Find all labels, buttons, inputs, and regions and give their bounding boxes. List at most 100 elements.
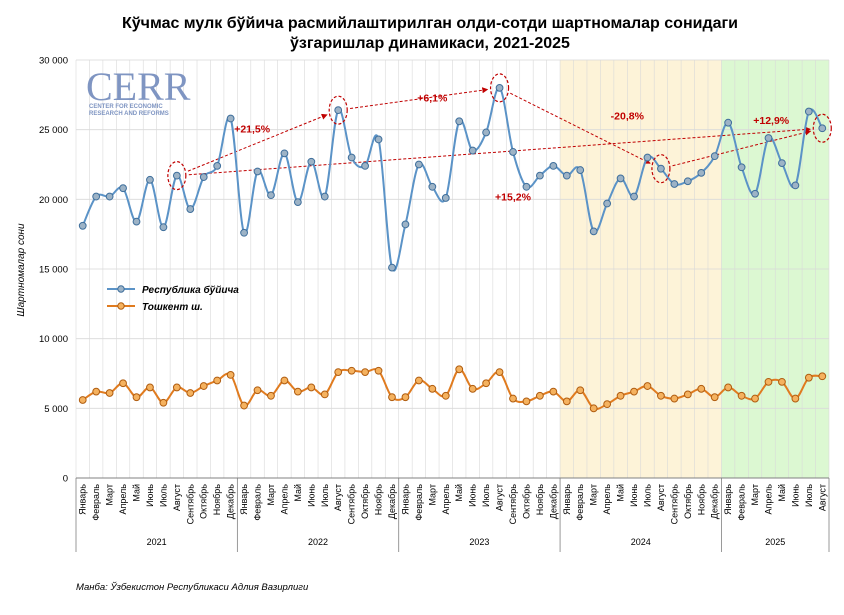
x-tick-label: Сентябрь bbox=[508, 484, 518, 525]
data-point bbox=[482, 379, 491, 388]
year-label: 2021 bbox=[147, 537, 167, 547]
data-point bbox=[132, 217, 141, 226]
chart-title-line2: ўзгаришлар динамикаси, 2021-2025 bbox=[290, 35, 570, 52]
data-point bbox=[509, 394, 517, 403]
trend-arrow-3 bbox=[672, 129, 812, 167]
data-point bbox=[683, 177, 692, 186]
data-point bbox=[159, 398, 168, 407]
logo-subtitle-1: CENTER FOR ECONOMIC bbox=[89, 104, 163, 110]
data-point bbox=[105, 389, 114, 397]
legend-label-republic: Республика бўйича bbox=[142, 284, 239, 296]
data-point bbox=[78, 221, 87, 230]
data-point bbox=[764, 134, 773, 142]
data-point bbox=[213, 376, 222, 385]
grid-lines bbox=[75, 59, 830, 479]
legend: Республика бўйича Тошкент ш. bbox=[107, 284, 239, 313]
annotation-label: +6,1% bbox=[417, 93, 448, 105]
x-tick-label: Май bbox=[454, 484, 464, 502]
x-tick-label: Июнь bbox=[790, 484, 800, 507]
x-tick-label: Июль bbox=[804, 484, 814, 507]
data-point bbox=[374, 366, 383, 375]
data-point bbox=[92, 387, 101, 396]
data-point bbox=[522, 397, 531, 406]
x-tick-label: Апрель bbox=[441, 484, 451, 515]
data-point bbox=[347, 153, 356, 162]
data-point bbox=[509, 148, 517, 156]
data-point bbox=[199, 382, 208, 390]
annotation-label: +21,5% bbox=[234, 123, 271, 135]
data-point bbox=[428, 384, 437, 393]
x-tick-label: Февраль bbox=[737, 484, 747, 521]
data-point bbox=[576, 166, 585, 174]
data-point bbox=[146, 175, 154, 184]
data-point bbox=[616, 174, 625, 183]
data-point bbox=[361, 161, 369, 170]
data-point bbox=[240, 228, 248, 237]
x-tick-label: Октябрь bbox=[683, 484, 693, 519]
data-point bbox=[320, 390, 329, 399]
data-point bbox=[293, 387, 302, 396]
x-tick-label: Июль bbox=[481, 484, 491, 507]
source-note: Манба: Ўзбекистон Республикаси Адлия Ваз… bbox=[76, 581, 309, 593]
trend-arrows bbox=[187, 87, 812, 176]
x-tick-label: Сентябрь bbox=[669, 484, 679, 525]
data-point bbox=[267, 191, 275, 200]
x-tick-label: Май bbox=[293, 484, 303, 502]
data-point bbox=[320, 192, 329, 201]
data-point bbox=[146, 383, 154, 392]
x-tick-label: Ноябрь bbox=[212, 484, 222, 516]
annotation-label: +12,9% bbox=[753, 115, 790, 127]
data-point bbox=[199, 173, 208, 181]
data-point bbox=[697, 384, 706, 393]
x-tick-label: Декабрь bbox=[710, 484, 720, 519]
data-point bbox=[280, 149, 289, 158]
data-point bbox=[791, 181, 800, 190]
data-point bbox=[657, 391, 665, 400]
data-point bbox=[791, 394, 800, 403]
data-point bbox=[186, 389, 195, 397]
data-point bbox=[401, 220, 410, 229]
data-point bbox=[92, 192, 101, 201]
x-tick-label: Май bbox=[616, 484, 626, 502]
data-point bbox=[240, 401, 248, 410]
data-point bbox=[683, 390, 692, 399]
data-point bbox=[132, 393, 141, 402]
x-tick-label: Ноябрь bbox=[535, 484, 545, 516]
data-point bbox=[441, 194, 450, 202]
series-markers bbox=[78, 83, 827, 413]
x-tick-label: Апрель bbox=[118, 484, 128, 515]
x-tick-label: Апрель bbox=[602, 484, 612, 515]
x-tick-label: Август bbox=[495, 484, 505, 511]
highlight-ellipse bbox=[167, 161, 187, 191]
data-point bbox=[307, 383, 316, 392]
data-point bbox=[468, 384, 477, 393]
year-label: 2022 bbox=[308, 537, 328, 547]
data-point bbox=[105, 192, 114, 201]
data-point bbox=[414, 160, 423, 169]
y-axis-ticks: 0 5 000 10 000 15 000 20 000 25 000 30 000 bbox=[39, 56, 68, 485]
data-point bbox=[307, 157, 316, 166]
data-point bbox=[455, 117, 464, 126]
y-tick-label: 20 000 bbox=[39, 195, 68, 206]
x-tick-label: Март bbox=[750, 484, 760, 506]
data-point bbox=[643, 382, 652, 390]
legend-label-tashkent: Тошкент ш. bbox=[142, 302, 203, 313]
x-tick-label: Август bbox=[817, 484, 827, 511]
data-point bbox=[119, 184, 127, 193]
trend-arrow-4 bbox=[188, 126, 811, 176]
highlight-ellipse bbox=[489, 73, 510, 103]
annotations: +21,5% +6,1% -20,8% +12,9% +15,2% bbox=[234, 93, 790, 204]
data-point bbox=[603, 199, 612, 208]
x-tick-label: Июль bbox=[642, 484, 652, 507]
x-tick-label: Февраль bbox=[91, 484, 101, 521]
data-point bbox=[751, 394, 759, 403]
trend-arrow-2 bbox=[510, 92, 651, 164]
data-point bbox=[778, 159, 786, 168]
x-tick-label: Май bbox=[777, 484, 787, 502]
data-point bbox=[804, 373, 813, 382]
data-point bbox=[603, 400, 612, 409]
year-label: 2024 bbox=[631, 537, 651, 547]
data-point bbox=[630, 192, 638, 201]
data-point bbox=[697, 168, 706, 177]
